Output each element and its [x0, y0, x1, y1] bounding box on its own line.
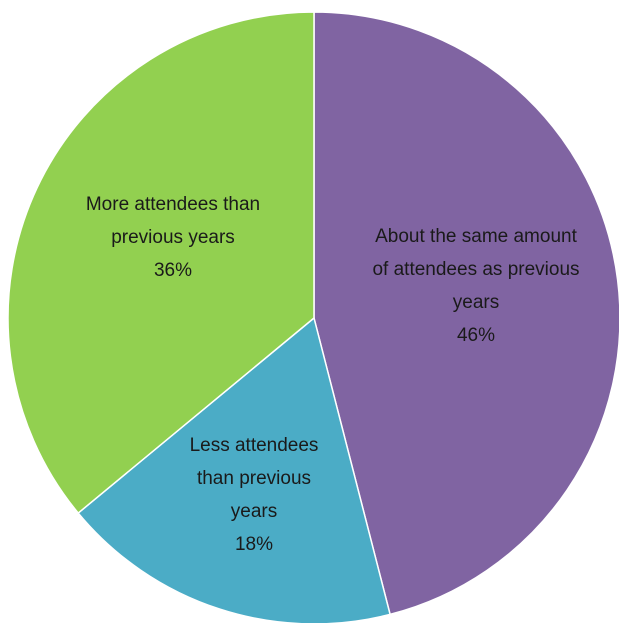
slice-label-line: than previous — [197, 468, 311, 489]
slice-label-3: More attendees than previous years 36% — [86, 194, 260, 281]
slice-label-1: About the same amount of attendees as pre… — [372, 226, 579, 346]
pie-labels: About the same amount of attendees as pre… — [86, 194, 580, 555]
slice-label-line: previous years — [111, 227, 235, 248]
pie-slice-3 — [7, 11, 315, 515]
slice-percent: 18% — [235, 534, 273, 555]
pie-slice-2 — [77, 316, 392, 623]
slice-label-2: Less attendees than previous years 18% — [190, 435, 319, 555]
slice-label-line: years — [231, 501, 277, 522]
slice-label-line: of attendees as previous — [372, 259, 579, 280]
slice-label-line: More attendees than — [86, 194, 260, 215]
slice-label-line: Less attendees — [190, 435, 319, 456]
slice-label-line: About the same amount — [375, 226, 577, 247]
slice-percent: 46% — [457, 325, 495, 346]
pie-slices — [7, 11, 619, 623]
slice-percent: 36% — [154, 260, 192, 281]
pie-slice-1 — [313, 11, 619, 616]
slice-label-line: years — [453, 292, 499, 313]
